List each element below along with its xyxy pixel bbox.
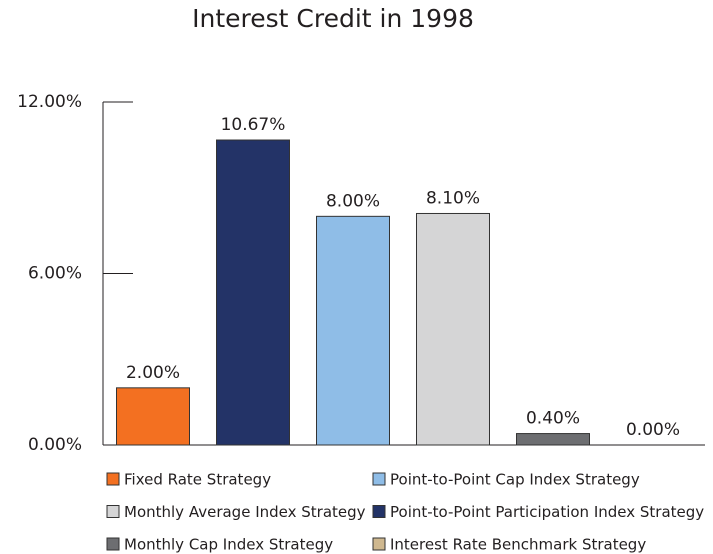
legend-swatch	[372, 505, 386, 518]
value-label: 2.00%	[126, 363, 180, 383]
legend-label: Monthly Average Index Strategy	[124, 503, 366, 521]
bar	[516, 433, 590, 446]
value-label: 8.00%	[326, 191, 380, 211]
bar	[216, 139, 290, 446]
chart-title: Interest Credit in 1998	[192, 4, 474, 33]
y-tick-label: 0.00%	[28, 435, 82, 455]
legend-swatch	[372, 537, 386, 551]
legend-label: Point-to-Point Participation Index Strat…	[390, 503, 704, 521]
legend-label: Point-to-Point Cap Index Strategy	[390, 471, 640, 489]
legend-swatch	[106, 537, 120, 551]
legend-label: Interest Rate Benchmark Strategy	[390, 536, 646, 554]
bar	[316, 215, 390, 446]
y-tick-label: 12.00%	[17, 92, 82, 112]
bar	[116, 387, 190, 446]
value-label: 0.00%	[626, 420, 680, 440]
legend-swatch	[106, 505, 120, 518]
bar	[416, 212, 490, 446]
value-label: 8.10%	[426, 188, 480, 208]
legend-swatch	[106, 472, 120, 486]
value-label: 10.67%	[221, 115, 286, 135]
legend-swatch	[372, 472, 386, 486]
value-label: 0.40%	[526, 409, 580, 429]
legend-label: Monthly Cap Index Strategy	[124, 536, 333, 554]
legend-label: Fixed Rate Strategy	[124, 471, 271, 489]
y-tick-label: 6.00%	[28, 264, 82, 284]
